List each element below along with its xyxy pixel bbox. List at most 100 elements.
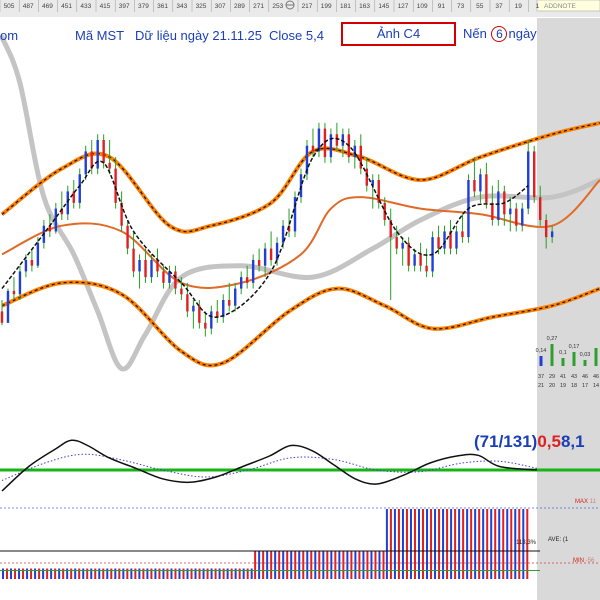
ruler-scroll-icon[interactable] (285, 0, 295, 10)
histogram-bar (150, 568, 153, 579)
histogram-bar (6, 568, 9, 579)
candle-count-badge[interactable]: 6 (491, 26, 508, 42)
candle-count-group: Nến 6 ngày (463, 26, 537, 42)
ruler-label: 469 (42, 3, 53, 10)
histogram-bar (118, 568, 121, 579)
candle-body (24, 260, 28, 272)
candle-body (210, 311, 213, 329)
candle-body (371, 180, 374, 186)
candle-body (120, 202, 123, 226)
photo-c4-button[interactable]: Ảnh C4 (341, 22, 456, 46)
data-date-label: Dữ liệu ngày 21.11.25 (135, 28, 262, 43)
candle-body (449, 231, 452, 249)
histogram-bar (66, 568, 69, 579)
ruler-label: 73 (457, 3, 465, 10)
histogram-bar (110, 568, 113, 579)
histogram-bar (266, 551, 269, 579)
candle-body (305, 145, 309, 175)
histogram-bar (14, 568, 17, 579)
histogram-bar (430, 509, 433, 579)
candle-body (78, 174, 81, 203)
histogram-bar (22, 568, 25, 579)
candle-body (509, 208, 512, 215)
candle-body (419, 254, 422, 266)
histogram-bar (310, 551, 313, 579)
candle-body (54, 208, 58, 232)
candle-body (228, 300, 231, 306)
histogram-bar (298, 551, 301, 579)
photo-c4-label[interactable]: Ảnh C4 (376, 26, 421, 41)
candle-body (377, 180, 380, 203)
addnote-bar[interactable] (536, 0, 600, 12)
ruler-label: 145 (378, 3, 389, 10)
candle-body (234, 288, 237, 306)
candle-body (544, 220, 548, 238)
histogram-bar (122, 568, 125, 579)
candle-body (353, 145, 357, 158)
histogram-bar (358, 551, 361, 579)
top-ruler: 505 487 469 451 433 415 397 379 361 343 325 307 289 2… (0, 0, 540, 12)
candle-body (497, 191, 500, 220)
candle-body (461, 231, 464, 238)
ruler-label: 217 (302, 3, 313, 10)
ruler-label: 19 (515, 3, 523, 10)
ruler-label: 415 (100, 3, 111, 10)
histogram-bar (246, 568, 249, 579)
ruler-label: 289 (234, 3, 245, 10)
candle-body (18, 271, 22, 295)
candle-body (491, 202, 494, 220)
histogram-bar (510, 509, 513, 579)
candle-body (473, 180, 476, 192)
top-ruler-bar (0, 0, 600, 17)
candle-body (323, 128, 327, 158)
histogram-bar (170, 568, 173, 579)
hist-ave-label: AVE: (1 (548, 537, 569, 543)
side-value-label: 0,27 (547, 336, 558, 342)
candle-prefix-label: Nến (463, 26, 487, 41)
histogram-bar (10, 568, 13, 579)
ruler-label: 55 (476, 3, 484, 10)
candle-body (144, 260, 147, 278)
header-left-fragment: om (0, 28, 19, 43)
histogram-bar (490, 509, 493, 579)
candle-body (174, 271, 177, 289)
candle-body (311, 145, 315, 152)
histogram-bar (18, 568, 21, 579)
candle-body (425, 265, 428, 272)
histogram-bar (397, 509, 400, 579)
histogram-bar (50, 568, 53, 579)
ruler-label: 487 (23, 3, 34, 10)
side-bar (583, 360, 587, 366)
ruler-label: 37 (495, 3, 503, 10)
addnote-label[interactable]: ADDNOTE (544, 3, 576, 10)
histogram-bar (42, 568, 45, 579)
side-bar (550, 344, 554, 366)
candle-body (216, 311, 219, 318)
histogram-bar (362, 551, 365, 579)
histogram-bar (318, 551, 321, 579)
histogram-bar (290, 551, 293, 579)
candle-body (84, 151, 87, 175)
histogram-bar (130, 568, 133, 579)
histogram-bar (342, 551, 345, 579)
histogram-panel (0, 509, 600, 579)
histogram-bar (466, 509, 469, 579)
histogram-bar (254, 551, 257, 579)
histogram-bar (106, 568, 109, 579)
side-count-label: 43 (571, 374, 577, 380)
candle-body (222, 300, 225, 318)
candle-body (30, 260, 34, 266)
histogram-bar (494, 509, 497, 579)
histogram-bar (450, 509, 453, 579)
histogram-bar (526, 509, 529, 579)
histogram-bar (314, 551, 317, 579)
ruler-label: 271 (253, 3, 264, 10)
ruler-label: 379 (138, 3, 149, 10)
candle-body (156, 260, 159, 272)
candle-body (407, 242, 410, 266)
histogram-bar (70, 568, 73, 579)
histogram-bar (462, 509, 465, 579)
oscillator-signal-line (1, 453, 538, 481)
ruler-label: 397 (119, 3, 130, 10)
